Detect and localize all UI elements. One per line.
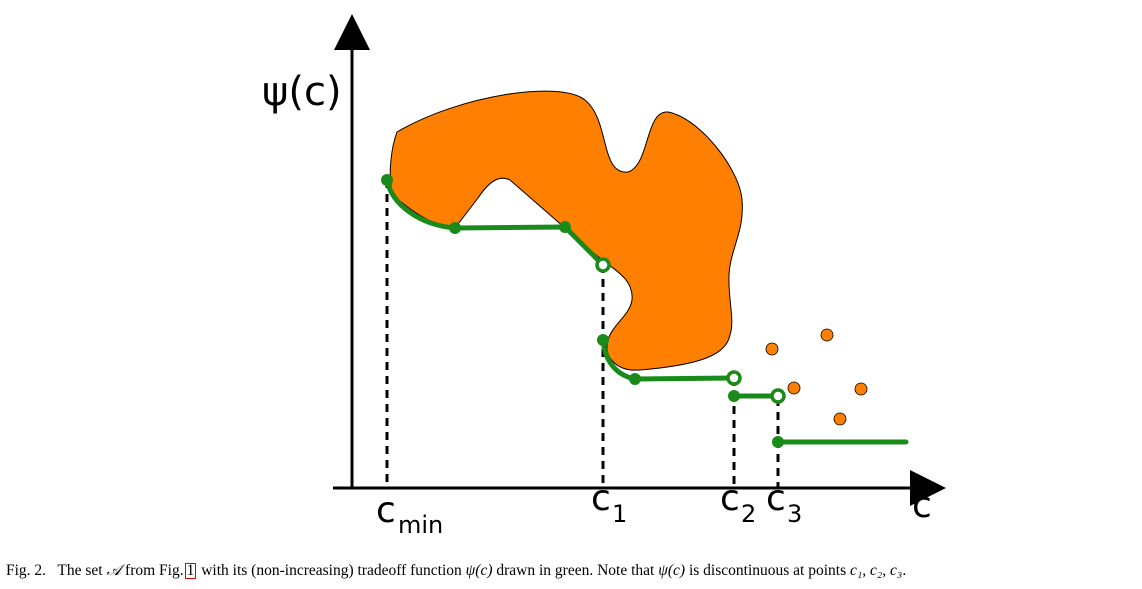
curve-point bbox=[449, 222, 461, 234]
caption-prefix: Fig. 2. bbox=[6, 562, 47, 579]
set-point bbox=[787, 381, 801, 395]
tick-label-c2: c bbox=[720, 478, 740, 519]
tick-label-c1: c bbox=[591, 478, 611, 519]
x-axis-label: c bbox=[912, 485, 932, 526]
curve-point bbox=[728, 390, 740, 402]
figure-caption: Fig. 2. The set 𝒜 from Fig. 1 with its (n… bbox=[6, 562, 1140, 580]
discontinuity-points: c₁, c₂, c₃ bbox=[850, 562, 903, 579]
figure-ref-link[interactable]: 1 bbox=[184, 562, 197, 579]
y-axis-label: ψ(c) bbox=[262, 69, 342, 115]
caption-text-2: from Fig. bbox=[125, 562, 184, 579]
curve-point bbox=[629, 373, 641, 385]
set-point bbox=[833, 412, 847, 426]
psi-symbol-1: ψ(c) bbox=[465, 562, 493, 579]
figure-diagram: ψ(c) c c min c 1 c 2 c 3 bbox=[262, 14, 946, 539]
caption-text-4: drawn in green. Note that bbox=[496, 562, 655, 579]
psi-symbol-2: ψ(c) bbox=[658, 562, 686, 579]
open-point-c3 bbox=[770, 388, 786, 404]
curve-point bbox=[381, 174, 393, 186]
caption-text-5: is discontinuous at points bbox=[688, 562, 847, 579]
set-point bbox=[854, 382, 868, 396]
set-symbol: 𝒜 bbox=[106, 562, 122, 579]
caption-text-1: The set bbox=[57, 562, 103, 579]
set-point bbox=[820, 328, 834, 342]
caption-text-3: with its (non-increasing) tradeoff funct… bbox=[201, 562, 462, 579]
curve-point bbox=[772, 436, 784, 448]
tick-sub-c1: 1 bbox=[612, 500, 627, 528]
tick-label-c3: c bbox=[766, 478, 786, 519]
curve-point bbox=[559, 221, 571, 233]
open-point-c2 bbox=[726, 370, 742, 386]
open-point-c1 bbox=[595, 257, 611, 273]
curve-point bbox=[597, 334, 609, 346]
tick-label-cmin: c bbox=[376, 490, 396, 531]
tick-sub-c3: 3 bbox=[787, 500, 802, 528]
tick-sub-cmin: min bbox=[398, 511, 443, 539]
tick-sub-c2: 2 bbox=[741, 500, 756, 528]
set-point bbox=[765, 342, 779, 356]
caption-end: . bbox=[902, 562, 907, 579]
set-a-region bbox=[389, 90, 743, 371]
